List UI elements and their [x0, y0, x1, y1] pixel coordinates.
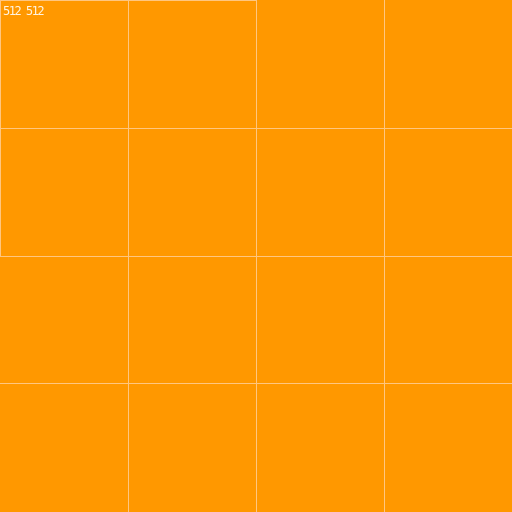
grid-line-horizontal: [0, 128, 512, 129]
grid-line-horizontal: [0, 383, 512, 384]
highlight-top-border: [0, 0, 257, 1]
grid-line-horizontal: [0, 256, 512, 257]
highlight-left-border: [0, 0, 1, 256]
size-label: 512 512: [3, 4, 45, 18]
